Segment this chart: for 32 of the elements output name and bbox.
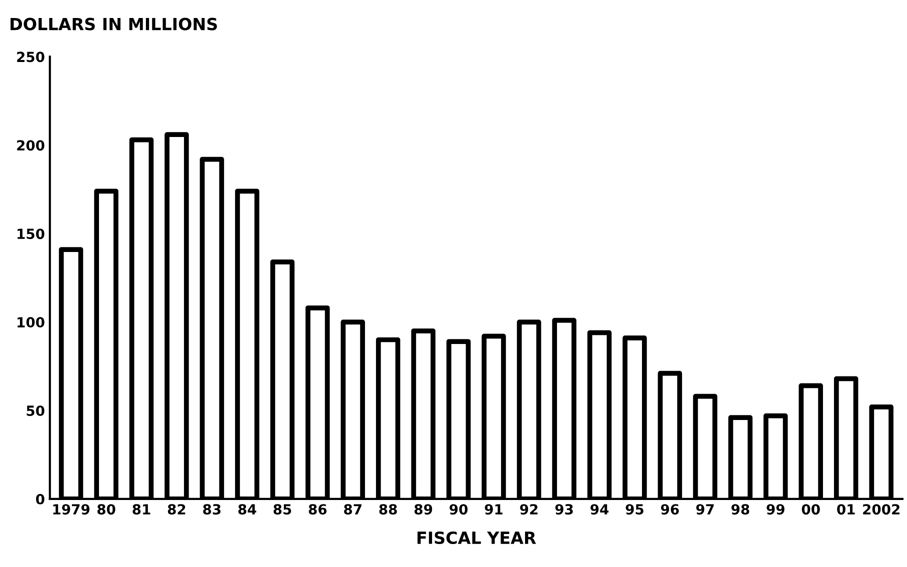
y-axis-title: DOLLARS IN MILLIONS — [10, 18, 217, 30]
x-tick-label: 96 — [661, 504, 679, 515]
x-tick-label: 90 — [450, 504, 468, 515]
x-tick-label: 93 — [555, 504, 573, 515]
x-tick-label: 99 — [766, 504, 784, 515]
x-tick-label: 80 — [97, 504, 116, 515]
x-tick-label: 98 — [731, 504, 750, 515]
y-tick-label: 0 — [36, 494, 44, 504]
x-tick-label: 2002 — [863, 504, 900, 515]
y-tick-label: 200 — [17, 140, 44, 151]
x-tick-label: 00 — [802, 504, 820, 515]
x-tick-label: 01 — [837, 504, 855, 515]
x-tick-label: 84 — [238, 504, 256, 515]
x-tick-label: 92 — [520, 504, 538, 515]
y-tick-label: 150 — [18, 228, 44, 240]
x-tick-label: 81 — [132, 504, 150, 515]
x-tick-label: 83 — [203, 504, 221, 515]
x-tick-label: 88 — [379, 504, 397, 515]
x-tick-label: 91 — [484, 504, 502, 515]
x-tick-label: 85 — [274, 504, 292, 515]
x-tick-label: 1979 — [53, 504, 90, 515]
x-tick-label: 82 — [168, 504, 186, 515]
x-tick-label: 97 — [696, 504, 714, 515]
x-tick-label: 94 — [590, 504, 609, 515]
x-axis-title: FISCAL YEAR — [418, 531, 536, 544]
x-tick-label: 89 — [414, 504, 432, 515]
x-tick-label: 86 — [308, 504, 327, 515]
y-tick-label: 50 — [26, 405, 44, 416]
x-tick-label: 87 — [344, 504, 362, 515]
y-tick-label: 100 — [18, 317, 44, 328]
x-tick-label: 95 — [626, 504, 644, 515]
y-tick-label: 250 — [17, 52, 44, 62]
